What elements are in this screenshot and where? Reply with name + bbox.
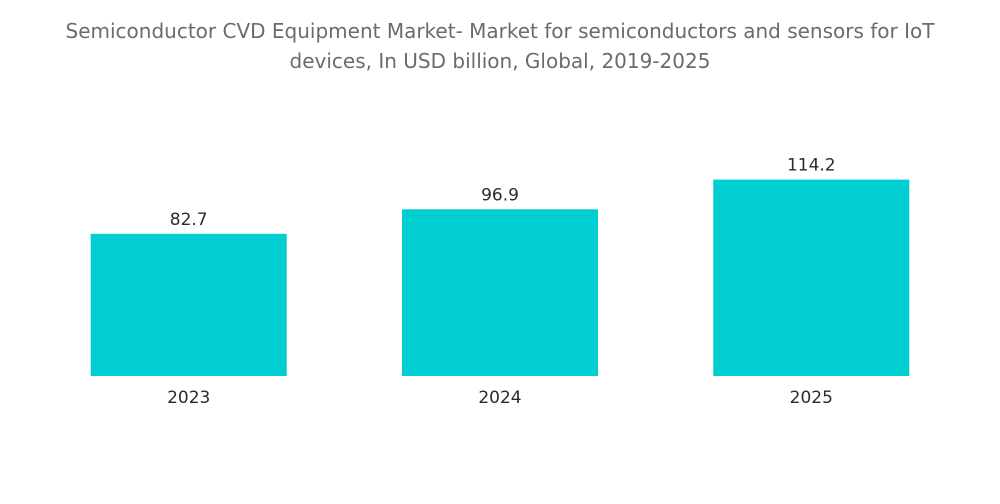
chart-title: Semiconductor CVD Equipment Market- Mark… xyxy=(0,16,1000,76)
bar-2023 xyxy=(90,233,287,376)
x-tick-label-2025: 2025 xyxy=(790,388,833,408)
bars-group xyxy=(90,179,910,376)
x-axis-ticks-group: 2023 2024 2025 xyxy=(167,388,833,408)
data-labels-group: 82.7 96.9 114.2 xyxy=(170,156,836,230)
x-tick-label-2023: 2023 xyxy=(167,388,210,408)
chart-title-line-2: devices, In USD billion, Global, 2019-20… xyxy=(289,49,711,73)
data-label-2024: 96.9 xyxy=(481,185,519,205)
bar-2024 xyxy=(402,209,598,376)
data-label-2023: 82.7 xyxy=(170,210,208,230)
bar-2025 xyxy=(713,179,910,376)
x-tick-label-2024: 2024 xyxy=(478,388,521,408)
chart-title-line-1: Semiconductor CVD Equipment Market- Mark… xyxy=(65,19,935,43)
data-label-2025: 114.2 xyxy=(787,156,836,176)
